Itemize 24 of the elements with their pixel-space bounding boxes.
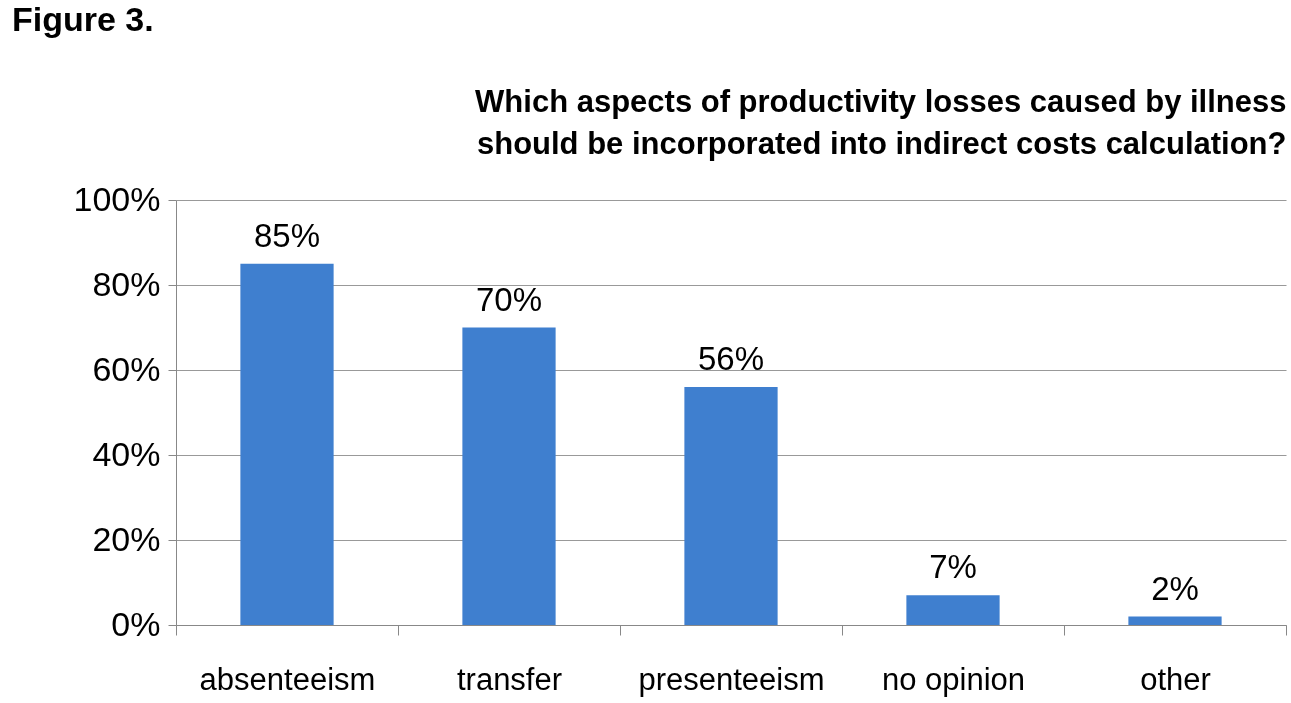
text: should be incorporated into indirect costs calculation?	[476, 126, 1287, 161]
y-tick-label: 100%	[73, 179, 161, 218]
text: Which aspects of productivity losses caused by illness	[475, 84, 1287, 119]
x-tick-label: transfer	[456, 661, 563, 697]
data-label: 7%	[929, 548, 977, 586]
data-label: 70%	[475, 280, 543, 318]
y-tick-label: 60%	[92, 349, 161, 388]
caption: Figure 3.	[12, 0, 154, 38]
y-tick-label: 80%	[92, 264, 161, 303]
data-label: 85%	[253, 216, 321, 254]
bar	[240, 263, 334, 625]
x-tick-label: presenteeism	[638, 661, 825, 697]
x-tick-label: other	[1140, 661, 1211, 697]
y-tick-label: 0%	[111, 604, 161, 643]
x-tick-label: absenteeism	[199, 661, 376, 697]
y-tick-label: 40%	[92, 434, 161, 473]
data-label: 56%	[697, 340, 765, 377]
bar	[462, 327, 556, 625]
bar	[906, 595, 1000, 625]
y-tick-label: 20%	[92, 519, 161, 558]
x-tick-label: no opinion	[881, 661, 1026, 697]
bar	[684, 387, 778, 625]
bar	[1128, 616, 1222, 625]
data-label: 2%	[1151, 569, 1199, 607]
